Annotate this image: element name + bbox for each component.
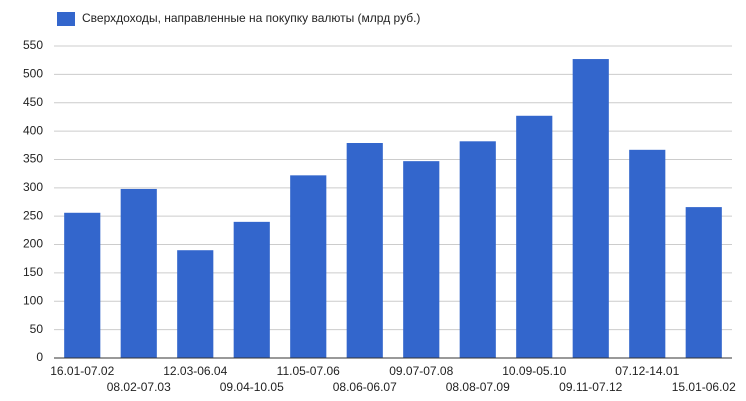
y-tick-label: 250	[23, 208, 43, 222]
x-tick-label: 09.11-07.12	[559, 380, 622, 394]
bar	[64, 212, 101, 358]
y-tick-label: 300	[23, 180, 43, 194]
bar	[290, 175, 327, 358]
x-tick-label: 07.12-14.01	[615, 364, 679, 378]
legend-label: Сверхдоходы, направленные на покупку вал…	[82, 11, 420, 25]
x-tick-label: 16.01-07.02	[50, 364, 114, 378]
bar	[120, 188, 157, 358]
y-tick-label: 350	[23, 152, 43, 166]
y-tick-label: 500	[23, 67, 43, 81]
y-tick-label: 450	[23, 95, 43, 109]
y-tick-label: 50	[30, 322, 44, 336]
y-tick-label: 200	[23, 237, 43, 251]
y-tick-label: 0	[36, 350, 43, 364]
bar	[233, 221, 270, 358]
bar	[177, 250, 214, 358]
x-tick-label: 11.05-07.06	[277, 364, 340, 378]
legend-swatch	[57, 12, 75, 26]
x-tick-label: 10.09-05.10	[502, 364, 566, 378]
x-tick-label: 08.02-07.03	[107, 380, 171, 394]
x-tick-label: 12.03-06.04	[163, 364, 227, 378]
x-tick-label: 08.06-06.07	[333, 380, 397, 394]
bar	[346, 143, 383, 358]
bar	[629, 149, 666, 358]
bar	[403, 161, 440, 358]
bar	[459, 141, 496, 358]
x-tick-label: 08.08-07.09	[446, 380, 510, 394]
y-tick-label: 150	[23, 265, 43, 279]
x-tick-label: 09.04-10.05	[220, 380, 284, 394]
x-tick-label: 09.07-07.08	[389, 364, 453, 378]
bar	[685, 207, 722, 358]
y-tick-label: 400	[23, 123, 43, 137]
x-tick-label: 15.01-06.02	[672, 380, 736, 394]
y-tick-label: 550	[23, 38, 43, 52]
bar	[572, 59, 609, 358]
y-tick-label: 100	[23, 293, 43, 307]
bar	[516, 115, 553, 359]
